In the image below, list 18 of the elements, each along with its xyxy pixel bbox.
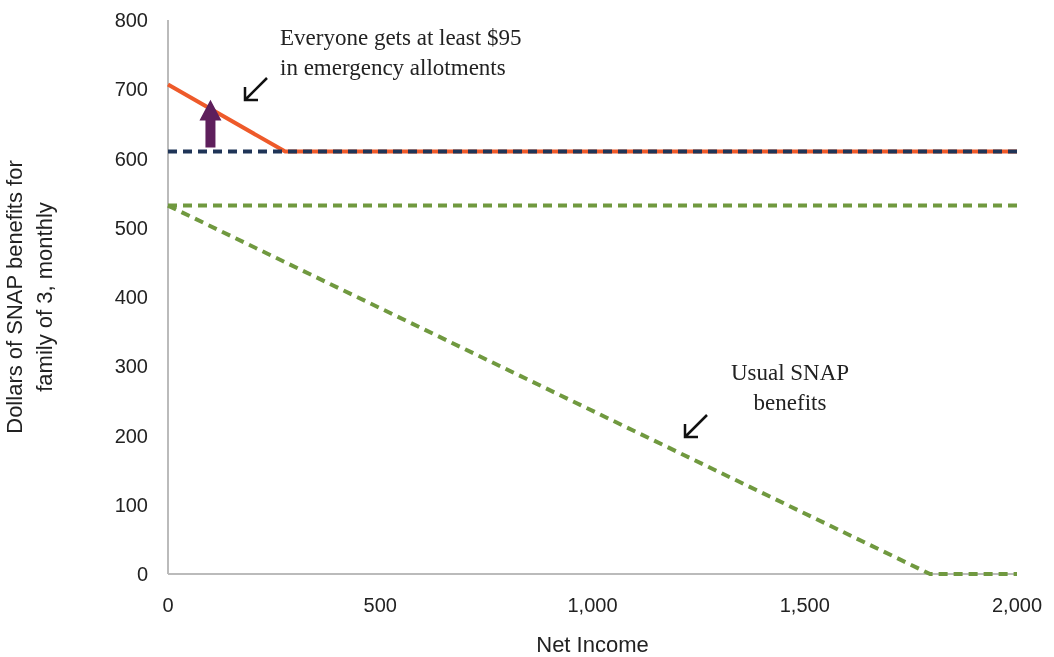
x-tick-label: 500 (363, 594, 397, 616)
y-tick-label: 400 (114, 286, 148, 308)
y-tick-label: 300 (114, 355, 148, 378)
y-tick-label: 100 (114, 493, 148, 516)
x-tick-label: 0 (162, 594, 174, 616)
y-tick-label: 0 (136, 563, 148, 585)
y-axis-title: Dollars of SNAP benefits for family of 3, monthly (2, 160, 57, 434)
annotation: Everyone gets at least $95 in emergency allotments (280, 25, 522, 80)
x-axis-title: Net Income (536, 632, 649, 657)
y-tick-label: 800 (114, 9, 148, 31)
x-tick-label: 1,500 (779, 594, 830, 616)
y-tick-label: 700 (114, 78, 148, 101)
annotation: Usual SNAP benefits (730, 360, 850, 415)
x-tick-label: 1,000 (567, 594, 618, 616)
y-tick-label: 500 (114, 216, 148, 239)
x-tick-label: 2,000 (991, 594, 1043, 616)
y-tick-label: 200 (114, 424, 148, 447)
y-tick-label: 600 (114, 147, 148, 170)
